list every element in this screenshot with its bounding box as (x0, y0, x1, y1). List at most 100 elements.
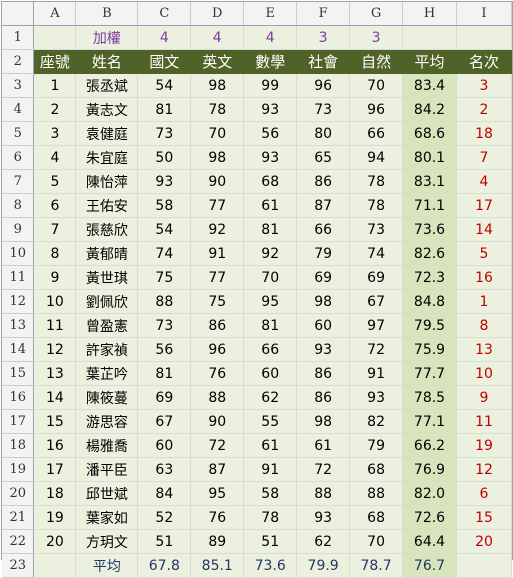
data-cell[interactable]: 93 (296, 505, 351, 530)
student-name-cell[interactable]: 邱世斌 (75, 481, 139, 506)
student-name-cell[interactable]: 方玥文 (75, 529, 139, 554)
rank-cell[interactable]: 7 (456, 145, 513, 170)
data-cell[interactable]: 50 (137, 145, 192, 170)
data-cell[interactable]: 67 (349, 289, 404, 314)
data-cell[interactable]: 68 (349, 457, 404, 482)
rank-cell[interactable]: 1 (456, 289, 513, 314)
data-cell[interactable]: 79 (296, 241, 351, 266)
data-cell[interactable]: 79 (349, 433, 404, 458)
column-header-e[interactable]: E (243, 2, 298, 26)
rank-cell[interactable]: 13 (456, 337, 513, 362)
data-cell[interactable]: 90 (190, 169, 245, 194)
data-cell[interactable]: 82 (349, 409, 404, 434)
student-name-cell[interactable]: 張慈欣 (75, 217, 139, 242)
rank-cell[interactable]: 5 (456, 241, 513, 266)
data-cell[interactable]: 98 (296, 409, 351, 434)
column-average-cell[interactable]: 85.1 (190, 553, 245, 578)
data-cell[interactable]: 60 (243, 361, 298, 386)
column-title[interactable]: 名次 (456, 49, 513, 74)
average-cell[interactable]: 72.3 (402, 265, 457, 290)
row-header[interactable]: 15 (2, 361, 35, 386)
student-name-cell[interactable]: 陳筱蔓 (75, 385, 139, 410)
data-cell[interactable]: 70 (349, 529, 404, 554)
data-cell[interactable]: 74 (349, 241, 404, 266)
rank-cell[interactable]: 8 (456, 313, 513, 338)
data-cell[interactable]: 77 (190, 193, 245, 218)
column-title[interactable]: 社會 (296, 49, 351, 74)
data-cell[interactable]: 66 (243, 337, 298, 362)
average-cell[interactable]: 84.8 (402, 289, 457, 314)
student-name-cell[interactable]: 劉佩欣 (75, 289, 139, 314)
average-cell[interactable]: 77.1 (402, 409, 457, 434)
data-cell[interactable]: 56 (137, 337, 192, 362)
column-header-h[interactable]: H (402, 2, 457, 26)
average-cell[interactable]: 64.4 (402, 529, 457, 554)
data-cell[interactable]: 72 (190, 433, 245, 458)
average-cell[interactable]: 77.7 (402, 361, 457, 386)
column-average-cell[interactable]: 78.7 (349, 553, 404, 578)
row-header[interactable]: 18 (2, 433, 35, 458)
column-title[interactable]: 平均 (402, 49, 457, 74)
student-name-cell[interactable]: 朱宜庭 (75, 145, 139, 170)
column-average-cell[interactable]: 73.6 (243, 553, 298, 578)
row-header[interactable]: 13 (2, 313, 35, 338)
cell-weight[interactable]: 4 (137, 25, 192, 50)
average-cell[interactable]: 82.0 (402, 481, 457, 506)
cell-weight[interactable]: 4 (243, 25, 298, 50)
data-cell[interactable]: 67 (137, 409, 192, 434)
row-header[interactable]: 10 (2, 241, 35, 266)
data-cell[interactable]: 54 (137, 73, 192, 98)
data-cell[interactable]: 93 (243, 145, 298, 170)
row-header-23[interactable]: 23 (2, 553, 35, 578)
average-cell[interactable]: 82.6 (402, 241, 457, 266)
data-cell[interactable]: 69 (137, 385, 192, 410)
cell-weight[interactable]: 4 (190, 25, 245, 50)
student-name-cell[interactable]: 王佑安 (75, 193, 139, 218)
data-cell[interactable]: 62 (243, 385, 298, 410)
column-title[interactable]: 英文 (190, 49, 245, 74)
rank-cell[interactable]: 18 (456, 121, 513, 146)
seat-number-cell[interactable]: 12 (33, 337, 77, 362)
student-name-cell[interactable]: 陳怡萍 (75, 169, 139, 194)
column-header-g[interactable]: G (349, 2, 404, 26)
rank-cell[interactable]: 10 (456, 361, 513, 386)
data-cell[interactable]: 86 (296, 169, 351, 194)
data-cell[interactable]: 96 (190, 337, 245, 362)
data-cell[interactable]: 69 (349, 265, 404, 290)
data-cell[interactable]: 81 (243, 313, 298, 338)
data-cell[interactable]: 80 (296, 121, 351, 146)
cell-weight[interactable]: 3 (349, 25, 404, 50)
seat-number-cell[interactable]: 13 (33, 361, 77, 386)
rank-cell[interactable]: 14 (456, 217, 513, 242)
row-header[interactable]: 8 (2, 193, 35, 218)
data-cell[interactable]: 72 (349, 337, 404, 362)
average-cell[interactable]: 68.6 (402, 121, 457, 146)
data-cell[interactable]: 76 (190, 505, 245, 530)
data-cell[interactable]: 98 (190, 145, 245, 170)
data-cell[interactable]: 96 (296, 73, 351, 98)
data-cell[interactable]: 88 (349, 481, 404, 506)
column-average-cell[interactable]: 67.8 (137, 553, 192, 578)
seat-number-cell[interactable]: 16 (33, 433, 77, 458)
seat-number-cell[interactable]: 19 (33, 505, 77, 530)
rank-cell[interactable]: 6 (456, 481, 513, 506)
column-header-b[interactable]: B (75, 2, 139, 26)
rank-cell[interactable]: 3 (456, 73, 513, 98)
rank-cell[interactable]: 19 (456, 433, 513, 458)
rank-cell[interactable]: 4 (456, 169, 513, 194)
data-cell[interactable]: 61 (243, 433, 298, 458)
data-cell[interactable]: 55 (243, 409, 298, 434)
data-cell[interactable]: 70 (243, 265, 298, 290)
data-cell[interactable]: 92 (243, 241, 298, 266)
student-name-cell[interactable]: 葉芷吟 (75, 361, 139, 386)
data-cell[interactable]: 88 (137, 289, 192, 314)
data-cell[interactable]: 66 (349, 121, 404, 146)
rank-cell[interactable]: 16 (456, 265, 513, 290)
average-cell[interactable]: 80.1 (402, 145, 457, 170)
cell-a23[interactable] (33, 553, 77, 578)
column-title[interactable]: 數學 (243, 49, 298, 74)
rank-cell[interactable]: 9 (456, 385, 513, 410)
row-header[interactable]: 11 (2, 265, 35, 290)
average-cell[interactable]: 66.2 (402, 433, 457, 458)
seat-number-cell[interactable]: 15 (33, 409, 77, 434)
